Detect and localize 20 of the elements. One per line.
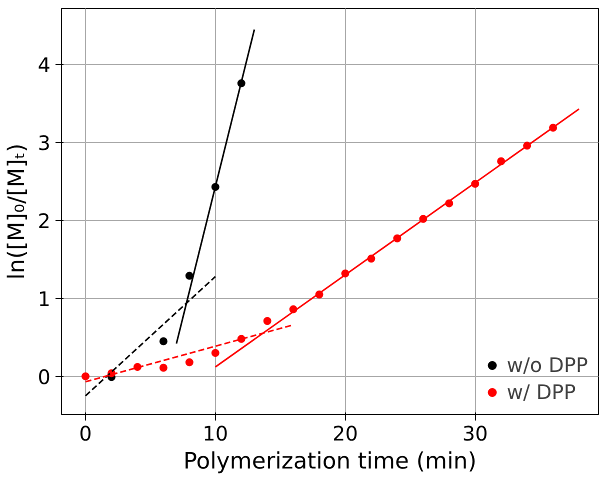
legend-label: w/o DPP bbox=[506, 353, 588, 377]
point bbox=[82, 372, 90, 380]
point bbox=[211, 348, 220, 357]
point bbox=[263, 316, 272, 325]
y-tick-label: 2 bbox=[38, 208, 51, 233]
x-axis-title: Polymerization time (min) bbox=[183, 448, 477, 474]
y-tick-label: 4 bbox=[38, 53, 51, 78]
y-tick-label: 1 bbox=[38, 286, 51, 311]
x-tick-label: 0 bbox=[79, 422, 92, 446]
y-tick-label: 3 bbox=[38, 131, 51, 156]
x-tick-label: 30 bbox=[462, 422, 488, 446]
y-axis-title: ln([M]₀/[M]ₜ) bbox=[4, 143, 30, 280]
point bbox=[185, 272, 194, 280]
x-tick-label: 20 bbox=[332, 422, 358, 446]
legend-label: w/ DPP bbox=[506, 380, 576, 404]
point bbox=[159, 337, 168, 346]
y-tick-label: 0 bbox=[38, 364, 51, 389]
x-tick-label: 10 bbox=[202, 422, 228, 446]
point bbox=[185, 358, 194, 366]
point bbox=[159, 364, 168, 372]
